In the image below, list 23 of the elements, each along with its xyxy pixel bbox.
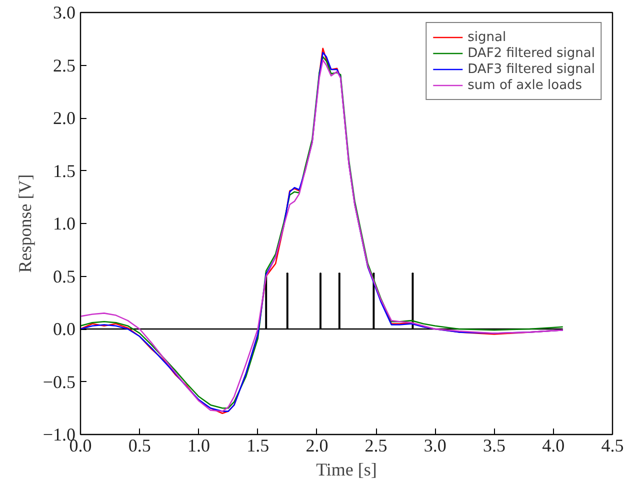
x-tick-label: 1.0: [187, 436, 210, 456]
x-tick-label: 4.5: [601, 436, 624, 456]
x-tick-label: 0.5: [128, 436, 151, 456]
x-tick-label: 2.5: [364, 436, 388, 456]
x-tick-label: 2.0: [306, 436, 328, 456]
x-tick-label: 3.5: [483, 436, 506, 456]
y-tick-label: 0.5: [53, 266, 76, 286]
legend-label: DAF2 filtered signal: [468, 45, 595, 61]
legend-label: sum of axle loads: [468, 77, 582, 93]
y-tick-label: −0.5: [42, 372, 76, 392]
y-tick-label: 2.5: [53, 55, 76, 76]
y-tick-label: 1.5: [53, 160, 76, 181]
x-tick-label: 3.0: [424, 436, 446, 456]
y-tick-label: 0.0: [53, 319, 76, 339]
legend-label: signal: [468, 29, 506, 45]
x-axis-title: Time [s]: [316, 460, 377, 480]
y-tick-label: 1.0: [53, 214, 76, 234]
legend-label: DAF3 filtered signal: [468, 61, 595, 77]
y-axis-title: Response [V]: [14, 174, 35, 273]
y-tick-label: 2.0: [53, 108, 76, 128]
x-tick-label: 1.5: [246, 436, 270, 456]
x-tick-label: 4.0: [542, 436, 565, 456]
y-tick-label: 3.0: [53, 2, 76, 22]
